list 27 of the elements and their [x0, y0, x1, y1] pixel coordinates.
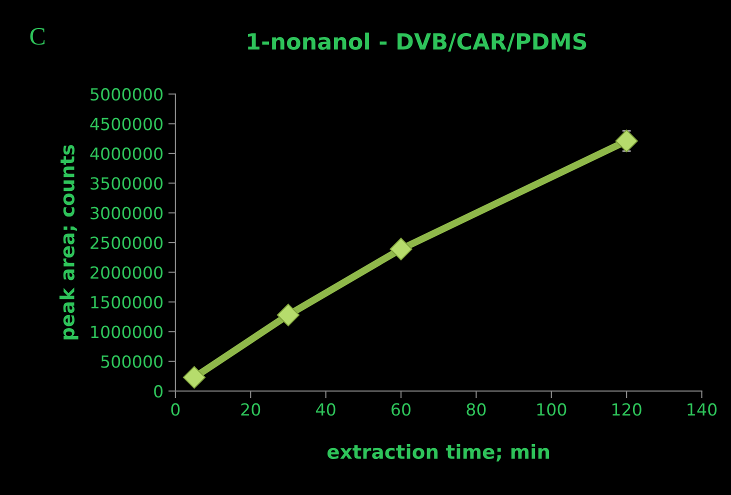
x-tick-label: 140: [688, 403, 717, 416]
y-tick-label: 2500000: [90, 236, 163, 250]
x-tick-label: 120: [612, 403, 642, 416]
x-tick-label: 20: [241, 403, 260, 416]
text: C: [30, 28, 45, 45]
y-tick-label: 3000000: [90, 206, 163, 220]
y-axis-title: peak area; counts: [59, 145, 78, 340]
point: [390, 238, 412, 260]
y-tick-label: 1000000: [91, 326, 163, 338]
x-tick-label: 60: [392, 403, 411, 416]
x-tick-label: 0: [171, 403, 180, 416]
y-tick-label: 1500000: [91, 296, 163, 309]
y-tick-label: 5000000: [90, 88, 163, 101]
y-tick-label: 4500000: [90, 118, 163, 130]
point: [276, 304, 300, 326]
y-tick-label: 2000000: [90, 266, 163, 279]
x-tick-label: 40: [316, 403, 336, 416]
y-tick-label: 3500000: [90, 177, 163, 190]
y-tick-label: 500000: [101, 355, 163, 368]
point: [182, 366, 206, 389]
x-tick-label: 80: [466, 403, 486, 416]
point: [615, 130, 638, 152]
y-tick-label: 4000000: [90, 147, 163, 160]
chart-title: 1-nonanol - DVB/CAR/PDMS: [248, 32, 586, 52]
x-tick-label: 100: [537, 403, 566, 416]
y-tick-label: 0: [154, 385, 163, 398]
x-axis-title: extraction time; min: [327, 444, 550, 462]
